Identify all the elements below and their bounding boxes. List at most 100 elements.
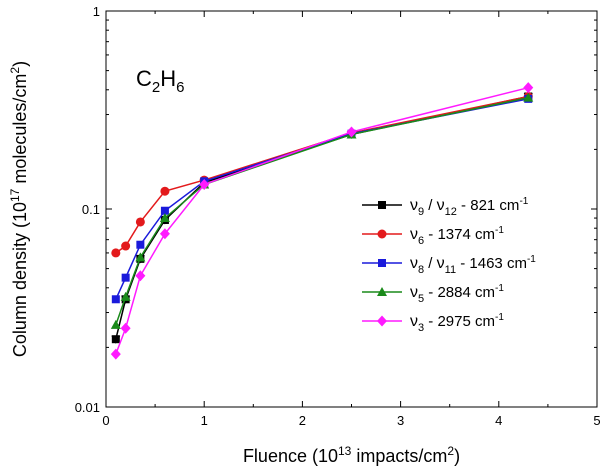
y-axis-title-sup: 2 xyxy=(8,67,22,74)
y-axis-title-text: Column density (10 xyxy=(10,202,30,357)
plot-series xyxy=(110,82,534,360)
data-point xyxy=(111,248,121,258)
y-tick-label: 1 xyxy=(93,4,100,19)
legend-label-sub: 12 xyxy=(445,206,457,218)
axes: 0 1 2 3 4 50.010.11 xyxy=(75,4,600,428)
data-point xyxy=(111,335,121,344)
species-label: C2H6 xyxy=(136,66,184,96)
legend-label-text: 1374 xyxy=(437,226,470,243)
x-tick-label: 1 xyxy=(201,413,208,428)
legend-item-1: ν9 / ν12 - 821 cm-1 xyxy=(362,196,529,218)
data-point xyxy=(111,295,120,304)
y-axis-title-sup: 17 xyxy=(8,188,22,202)
data-point xyxy=(120,291,131,301)
legend-label-text: - xyxy=(424,226,437,243)
y-tick-label: 0.1 xyxy=(82,202,100,217)
data-point xyxy=(121,273,130,282)
data-point xyxy=(523,82,534,94)
x-tick-label: 0 xyxy=(102,413,109,428)
legend-label-sub: 5 xyxy=(418,293,424,305)
legend-label-sup: -1 xyxy=(495,312,504,323)
legend-label-text: cm xyxy=(503,255,527,272)
legend-label-sub: 3 xyxy=(418,322,424,334)
legend-item-4: ν5 - 2884 cm-1 xyxy=(362,283,504,305)
legend-item-2: ν6 - 1374 cm-1 xyxy=(362,225,504,247)
legend-label-text: cm xyxy=(471,226,495,243)
data-point xyxy=(135,217,145,227)
y-axis-title-text: ) xyxy=(10,61,30,67)
x-axis-title-sup: 13 xyxy=(338,444,352,458)
x-axis-title-text: ) xyxy=(454,446,460,466)
legend-label: ν6 - 1374 cm-1 xyxy=(410,225,504,247)
data-point xyxy=(135,252,146,262)
species-label-text: H xyxy=(160,66,176,91)
y-tick-label: 0.01 xyxy=(75,400,100,415)
legend-label-text: ν xyxy=(410,284,418,301)
data-point xyxy=(159,213,170,223)
series-1 xyxy=(111,92,533,344)
data-point xyxy=(377,287,387,296)
data-point xyxy=(135,270,146,282)
data-point xyxy=(110,348,121,360)
data-point xyxy=(110,319,121,329)
x-axis-title: Fluence (1013 impacts/cm2) xyxy=(243,444,460,466)
y-axis-title: Column density (1017 molecules/cm2) xyxy=(8,61,30,357)
legend-label-text: - xyxy=(424,313,437,330)
legend-label-text: 2975 xyxy=(437,313,470,330)
legend-label-text: - xyxy=(424,284,437,301)
legend-label-text: 2884 xyxy=(437,284,470,301)
data-point xyxy=(121,241,131,251)
x-tick-label: 4 xyxy=(495,413,502,428)
legend-label-text: ν xyxy=(410,226,418,243)
legend-label: ν8 / ν11 - 1463 cm-1 xyxy=(410,254,536,276)
legend-label-text: / xyxy=(424,197,437,214)
legend-label-sub: 6 xyxy=(418,235,424,247)
legend-label-text: ν xyxy=(410,255,418,272)
data-point xyxy=(136,240,145,249)
legend-label-text: cm xyxy=(471,284,495,301)
x-tick-label: 5 xyxy=(593,413,600,428)
data-point xyxy=(377,229,387,239)
legend-label-text: cm xyxy=(495,197,519,214)
x-axis-title-text: impacts/cm xyxy=(351,446,447,466)
data-point xyxy=(199,178,210,190)
species-label-sub: 6 xyxy=(176,79,184,96)
legend-label: ν9 / ν12 - 821 cm-1 xyxy=(410,196,529,218)
data-point xyxy=(378,201,386,209)
chart-text: Fluence (1013 impacts/cm2)Column density… xyxy=(8,61,460,466)
legend-label-text: - xyxy=(456,255,469,272)
legend-item-5: ν3 - 2975 cm-1 xyxy=(362,312,504,334)
legend-label-text: / xyxy=(424,255,437,272)
legend-label-text: ν xyxy=(437,197,445,214)
legend-label-text: 1463 xyxy=(469,255,502,272)
plot-frame xyxy=(105,10,598,408)
species-label-sub: 2 xyxy=(152,79,160,96)
data-point xyxy=(523,92,534,102)
y-axis-title-text: molecules/cm xyxy=(10,74,30,189)
legend-label-sub: 11 xyxy=(445,264,456,276)
data-point xyxy=(346,126,357,138)
data-point xyxy=(120,322,131,334)
legend: ν9 / ν12 - 821 cm-1ν6 - 1374 cm-1ν8 / ν1… xyxy=(362,196,536,334)
data-point xyxy=(377,315,387,327)
x-axis-title-text: Fluence (10 xyxy=(243,446,338,466)
legend-label-sup: -1 xyxy=(495,225,504,236)
legend-label-text: ν xyxy=(437,255,445,272)
legend-item-3: ν8 / ν11 - 1463 cm-1 xyxy=(362,254,536,276)
legend-label-text: ν xyxy=(410,313,418,330)
data-point xyxy=(160,186,170,196)
data-point xyxy=(160,206,169,215)
legend-label: ν5 - 2884 cm-1 xyxy=(410,283,504,305)
x-tick-label: 2 xyxy=(299,413,306,428)
legend-label-text: ν xyxy=(410,197,418,214)
series-5 xyxy=(110,82,534,360)
legend-label-sub: 8 xyxy=(418,264,424,276)
x-axis-title-sup: 2 xyxy=(447,444,454,458)
legend-label-text: 821 xyxy=(470,197,495,214)
legend-label-sup: -1 xyxy=(519,196,528,207)
legend-label-sub: 9 xyxy=(418,206,424,218)
legend-label-text: - xyxy=(457,197,470,214)
species-label-text: C xyxy=(136,66,152,91)
legend-label-text: cm xyxy=(471,313,495,330)
